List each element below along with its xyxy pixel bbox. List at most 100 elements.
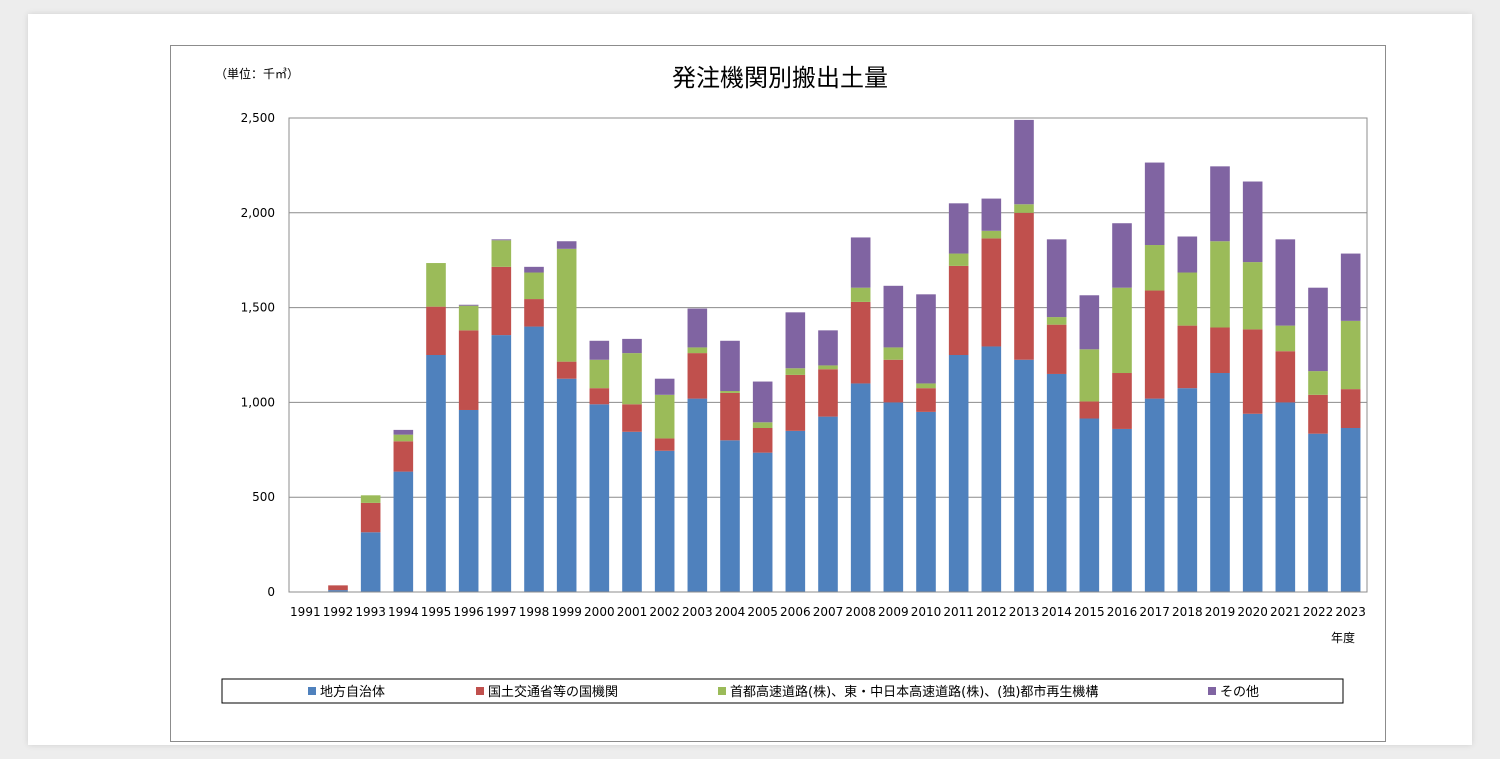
bar-segment [654,394,675,439]
bar-segment [1210,241,1230,328]
x-tick-label: 2020 [1237,605,1268,619]
bar-segment [818,365,838,370]
bar-segment [1014,359,1034,592]
bar-segment [491,266,512,336]
bar-segment [556,378,577,592]
bar-segment [1177,325,1198,389]
bar-segment [720,392,740,441]
y-tick-label: 2,000 [241,206,275,220]
bar-segment [426,355,446,592]
bar-segment [752,452,773,592]
x-tick-label: 2011 [943,605,974,619]
bar-segment [850,237,871,288]
legend-swatch [1208,687,1216,695]
bar-segment [1046,373,1067,592]
bar-segment [1340,389,1361,428]
x-tick-label: 2007 [813,605,844,619]
bar-segment [556,241,577,249]
bar-segment [981,346,1002,592]
bar-segment [720,340,740,392]
bar-segment [1242,262,1263,330]
bar-segment [883,359,904,403]
bar-segment [458,330,479,410]
bar-segment [818,416,838,592]
bar-segment [1242,181,1263,263]
bar-segment [1046,324,1067,374]
x-tick-label: 2023 [1335,605,1366,619]
x-tick-label: 2010 [911,605,942,619]
bar-segment [752,427,773,453]
legend-label: 国土交通省等の国機関 [488,684,618,700]
bar-segment [524,272,544,300]
legend-label: 首都高速道路(株)、東・中日本高速道路(株)、(独)都市再生機構 [730,684,1098,700]
x-tick-label: 2009 [878,605,909,619]
x-tick-label: 2017 [1139,605,1170,619]
y-tick-label: 0 [267,585,275,599]
x-tick-label: 2004 [715,605,746,619]
bar-segment [426,263,446,307]
bar-segment [1079,401,1100,419]
x-tick-label: 2000 [584,605,615,619]
bar-segment [1112,287,1132,374]
bar-segment [1014,212,1034,360]
bar-segment [360,532,381,592]
bar-segment [1144,398,1165,592]
bar-segment [556,361,577,379]
bar-segment [393,441,414,472]
bar-segment [1275,402,1296,592]
y-tick-label: 500 [252,490,275,504]
bar-segment [752,422,773,428]
x-tick-label: 2003 [682,605,713,619]
bar-segment [785,374,806,431]
legend-label: その他 [1220,685,1259,700]
bar-segment [491,239,512,241]
page-card: （単位：千㎥） 発注機関別搬出土量 0 500 1,000 1,500 2,000 2,5… [28,14,1472,745]
bar-segment [360,495,381,503]
legend-swatch [308,687,316,695]
x-tick-label: 2012 [976,605,1007,619]
bar-segment [1177,388,1198,592]
bar-segment [948,265,969,355]
bar-segment [1242,413,1263,592]
x-tick-label: 2013 [1009,605,1040,619]
legend-swatch [476,687,484,695]
bar-segment [524,299,544,327]
x-tick-label: 2005 [747,605,778,619]
bar-segment [1079,349,1100,402]
bar-segment [948,253,969,266]
bar-segment [916,294,936,384]
x-tick-label: 1996 [453,605,484,619]
bar-segment [916,383,936,389]
bar-segment [1112,373,1132,429]
bar-segment [1308,394,1328,434]
legend: 地方自治体 国土交通省等の国機関 首都高速道路(株)、東・中日本高速道路(株)、(独… [308,684,1259,700]
x-tick-label: 2016 [1107,605,1138,619]
bar-segment [687,347,708,354]
legend-label: 地方自治体 [320,684,385,700]
bar-segment [491,240,512,267]
bar-segment [1242,329,1263,414]
x-tick-label: 1999 [551,605,582,619]
bar-segment [556,248,577,362]
bar-segment [850,287,871,302]
bar-segment [720,391,740,393]
bar-segment [981,198,1002,231]
bar-segment [328,590,348,592]
bar-segment [622,338,642,354]
x-tick-label: 2001 [617,605,648,619]
bar-segment [1210,373,1230,592]
x-tick-label: 2014 [1041,605,1072,619]
bar-segment [360,502,381,533]
bar-segment [426,306,446,355]
bar-segment [1144,245,1165,291]
bar-segment [687,398,708,592]
bar-segment [458,305,479,331]
bar-segment [393,434,414,442]
bar-segment [1079,295,1100,350]
bar-segment [1210,166,1230,242]
bar-segment [654,378,675,395]
x-tick-label: 2015 [1074,605,1105,619]
bar-segment [393,429,414,435]
bar-segment [589,388,610,405]
bar-segment [1308,287,1328,372]
